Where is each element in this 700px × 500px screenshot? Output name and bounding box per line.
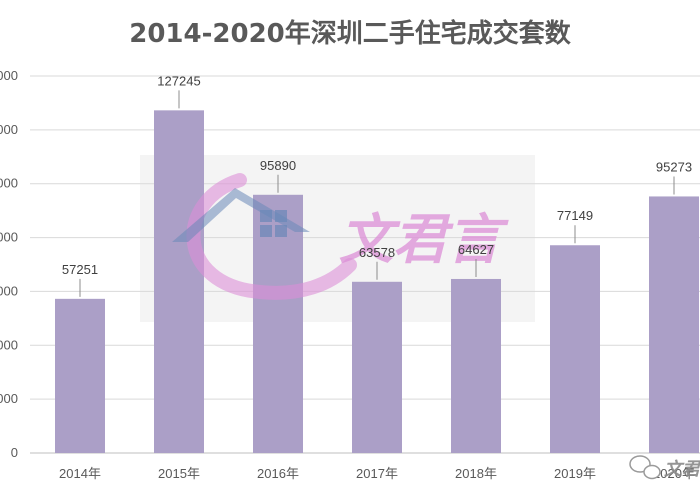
y-tick-label: 100000 bbox=[0, 176, 18, 191]
x-tick-label: 2020年 bbox=[653, 466, 695, 481]
x-tick-label: 2016年 bbox=[257, 466, 299, 481]
corner-watermark: 文君 bbox=[629, 455, 700, 480]
bar bbox=[352, 281, 402, 453]
bar bbox=[253, 194, 303, 453]
x-tick-label: 2015年 bbox=[158, 466, 200, 481]
data-label: 64627 bbox=[458, 242, 494, 257]
data-label: 57251 bbox=[62, 262, 98, 277]
wechat-icon bbox=[629, 455, 661, 480]
chart-title: 2014-2020年深圳二手住宅成交套数 bbox=[129, 18, 572, 49]
bar bbox=[55, 298, 105, 453]
logo-roof-icon bbox=[172, 188, 310, 242]
y-tick-label: 140000 bbox=[0, 68, 18, 83]
bar bbox=[451, 278, 501, 453]
data-label: 63578 bbox=[359, 245, 395, 260]
logo-window-icon bbox=[260, 210, 287, 237]
logo-swoosh-icon bbox=[186, 173, 357, 300]
watermark-text: 文君言 bbox=[339, 208, 509, 271]
wechat-bubble-large bbox=[629, 455, 651, 473]
x-tick-label: 2018年 bbox=[455, 466, 497, 481]
corner-watermark-text: 文君 bbox=[664, 459, 700, 480]
x-axis-ticks: 2014年 2015年 2016年 2017年 2018年 2019年 2020年 bbox=[59, 466, 695, 481]
watermark-logo: 文君言 bbox=[172, 173, 509, 300]
logo-window-pane bbox=[275, 225, 287, 237]
logo-window-pane bbox=[260, 225, 272, 237]
bar bbox=[550, 245, 600, 453]
y-tick-label: 20000 bbox=[0, 391, 18, 406]
y-tick-label: 60000 bbox=[0, 283, 18, 298]
data-label: 95890 bbox=[260, 158, 296, 173]
x-tick-label: 2019年 bbox=[554, 466, 596, 481]
y-tick-label: 80000 bbox=[0, 230, 18, 245]
y-axis-ticks: 0 20000 40000 60000 80000 100000 120000 140000 bbox=[0, 68, 18, 460]
data-label: 77149 bbox=[557, 208, 593, 223]
bar bbox=[154, 110, 204, 454]
y-tick-label: 120000 bbox=[0, 122, 18, 137]
y-tick-label: 0 bbox=[11, 445, 18, 460]
y-tick-label: 40000 bbox=[0, 337, 18, 352]
logo-window-pane bbox=[275, 210, 287, 222]
bar bbox=[649, 196, 699, 453]
bars bbox=[55, 110, 699, 454]
data-labels: 57251 127245 95890 63578 64627 77149 95273 bbox=[62, 73, 692, 297]
x-tick-label: 2014年 bbox=[59, 466, 101, 481]
data-label: 127245 bbox=[157, 73, 200, 88]
x-tick-label: 2017年 bbox=[356, 466, 398, 481]
logo-window-pane bbox=[260, 210, 272, 222]
wechat-bubble-small bbox=[643, 464, 661, 480]
data-label: 95273 bbox=[656, 159, 692, 174]
